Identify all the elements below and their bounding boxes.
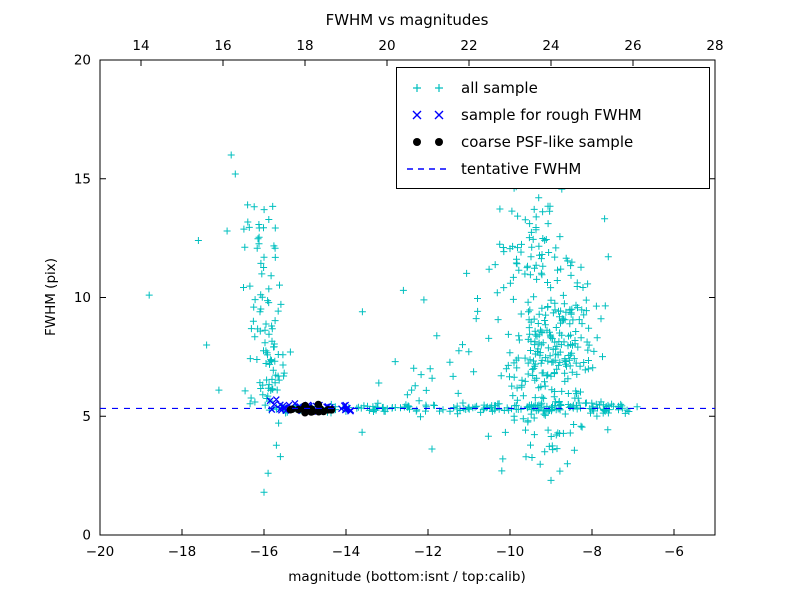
y-tick-label: 10 bbox=[74, 290, 91, 306]
series-all_sample bbox=[145, 151, 641, 496]
y-tick-label: 0 bbox=[82, 528, 91, 544]
x-tick-label: −18 bbox=[168, 544, 197, 560]
legend: all sample sample for rough FWHM coarse … bbox=[396, 67, 710, 189]
top-tick-label: 26 bbox=[624, 38, 641, 54]
chart-title: FWHM vs magnitudes bbox=[326, 11, 489, 29]
x-tick-label: −12 bbox=[414, 544, 443, 560]
y-tick-label: 20 bbox=[74, 53, 91, 69]
x-tick-label: −20 bbox=[86, 544, 115, 560]
legend-label: all sample bbox=[461, 78, 538, 97]
top-tick-label: 14 bbox=[132, 38, 149, 54]
dashed-line-icon bbox=[407, 167, 449, 170]
x-tick-label: −14 bbox=[332, 544, 361, 560]
legend-entry-psf-like: coarse PSF-like sample bbox=[405, 128, 701, 155]
x-axis-label: magnitude (bottom:isnt / top:calib) bbox=[288, 569, 525, 585]
dot-marker-icon bbox=[413, 137, 443, 146]
plus-marker-icon bbox=[413, 83, 443, 92]
top-tick-label: 18 bbox=[296, 38, 313, 54]
legend-label: coarse PSF-like sample bbox=[461, 132, 634, 151]
x-tick-label: −6 bbox=[664, 544, 684, 560]
x-tick-label: −16 bbox=[250, 544, 279, 560]
legend-entry-rough-fwhm: sample for rough FWHM bbox=[405, 101, 701, 128]
legend-label: sample for rough FWHM bbox=[461, 105, 642, 124]
legend-label: tentative FWHM bbox=[461, 159, 582, 178]
top-tick-label: 24 bbox=[542, 38, 559, 54]
legend-entry-tentative-fwhm: tentative FWHM bbox=[405, 155, 701, 182]
top-tick-label: 28 bbox=[706, 38, 723, 54]
y-axis-label: FWHM (pix) bbox=[43, 258, 59, 336]
y-tick-label: 15 bbox=[74, 171, 91, 187]
x-marker-icon bbox=[412, 110, 444, 119]
top-tick-label: 22 bbox=[460, 38, 477, 54]
top-tick-label: 20 bbox=[378, 38, 395, 54]
y-tick-label: 5 bbox=[82, 409, 91, 425]
top-tick-label: 16 bbox=[214, 38, 231, 54]
legend-entry-all-sample: all sample bbox=[405, 74, 701, 101]
x-tick-label: −10 bbox=[496, 544, 525, 560]
x-tick-label: −8 bbox=[582, 544, 602, 560]
